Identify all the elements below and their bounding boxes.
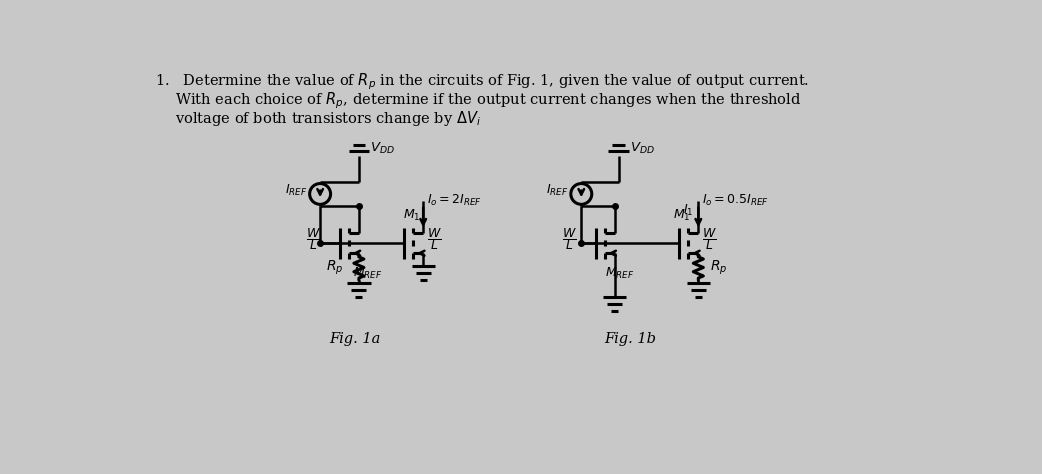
Text: Fig. 1a: Fig. 1a [329,332,380,346]
Text: $\dfrac{W}{L}$: $\dfrac{W}{L}$ [702,226,717,252]
Text: $I_o=0.5I_{REF}$: $I_o=0.5I_{REF}$ [702,193,769,209]
Text: $I_o=2I_{REF}$: $I_o=2I_{REF}$ [427,193,482,209]
Text: $I_1$: $I_1$ [684,202,694,218]
Text: $\dfrac{W}{L}$: $\dfrac{W}{L}$ [427,226,442,252]
Text: $R_p$: $R_p$ [710,258,727,277]
Text: $R_p$: $R_p$ [326,258,344,277]
Text: With each choice of $R_p$, determine if the output current changes when the thre: With each choice of $R_p$, determine if … [175,91,801,111]
Text: $V_{DD}$: $V_{DD}$ [371,141,395,156]
Text: voltage of both transistors change by $\Delta V_i$: voltage of both transistors change by $\… [175,109,481,128]
Text: 1.   Determine the value of $R_p$ in the circuits of Fig. 1, given the value of : 1. Determine the value of $R_p$ in the c… [155,72,810,92]
Text: $I_{REF}$: $I_{REF}$ [546,183,568,199]
Text: $M_{REF}$: $M_{REF}$ [352,266,382,282]
Text: $M_1$: $M_1$ [403,208,420,223]
Text: $\dfrac{W}{L}$: $\dfrac{W}{L}$ [562,226,576,252]
Text: Fig. 1b: Fig. 1b [604,332,656,346]
Text: $M_{REF}$: $M_{REF}$ [604,266,635,282]
Text: $V_{DD}$: $V_{DD}$ [630,141,655,156]
Text: $I_{REF}$: $I_{REF}$ [284,183,307,199]
Text: $M_1$: $M_1$ [673,208,691,223]
Text: $\dfrac{W}{L}$: $\dfrac{W}{L}$ [305,226,321,252]
